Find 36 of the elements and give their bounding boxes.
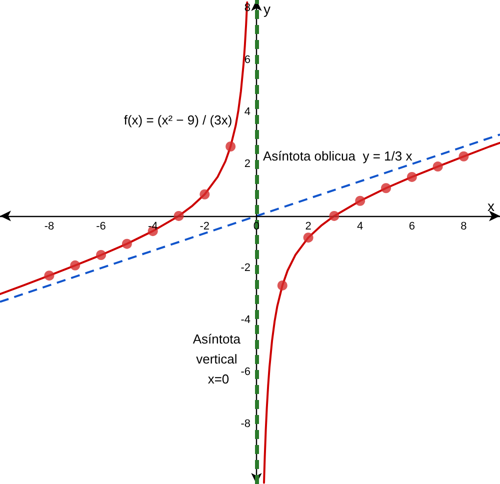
y-tick-label: -2 xyxy=(240,262,250,274)
point xyxy=(70,260,80,270)
point xyxy=(277,280,288,290)
x-axis-title: x xyxy=(488,198,494,214)
annotation: Asíntota oblicua y = 1/3 x xyxy=(263,148,413,164)
line-series xyxy=(262,142,500,484)
point xyxy=(303,232,314,243)
point xyxy=(458,151,469,162)
y-tick-label: 4 xyxy=(244,106,250,118)
annotation: f(x) = (x² − 9) / (3x) xyxy=(124,112,232,128)
x-tick-label: 8 xyxy=(460,220,467,232)
x-tick-label: -6 xyxy=(96,220,106,232)
point xyxy=(44,270,54,281)
point xyxy=(200,189,210,200)
x-tick-label: -8 xyxy=(44,220,54,232)
point xyxy=(96,250,106,260)
x-tick-label: 4 xyxy=(357,220,364,232)
y-axis-title: y xyxy=(263,1,270,17)
x-tick-label: 2 xyxy=(305,220,312,232)
point xyxy=(355,196,366,206)
y-tick-label: -6 xyxy=(240,366,250,378)
y-tick-label: -8 xyxy=(240,418,250,430)
x-tick-label: -4 xyxy=(148,220,158,232)
y-tick-label: -4 xyxy=(240,314,250,326)
point xyxy=(432,162,443,172)
point xyxy=(122,238,132,249)
point xyxy=(406,172,417,182)
point xyxy=(226,142,236,152)
point xyxy=(381,183,392,194)
x-tick-label: -2 xyxy=(200,220,210,232)
y-tick-label: 6 xyxy=(244,54,250,66)
y-tick-label: 2 xyxy=(244,158,250,170)
point xyxy=(329,210,340,221)
x-tick-label: 6 xyxy=(408,220,415,232)
point xyxy=(174,210,184,221)
line-series xyxy=(0,1,248,296)
